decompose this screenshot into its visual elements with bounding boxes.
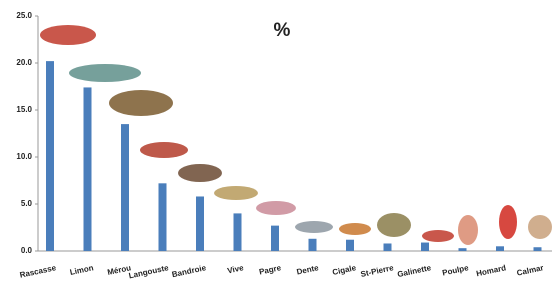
x-tick-label: Bandroie (171, 263, 207, 279)
bar (234, 213, 242, 251)
fish-icon (528, 215, 552, 239)
y-tick-label: 15.0 (16, 105, 32, 114)
x-tick-label: Limon (69, 263, 94, 277)
bar (84, 87, 92, 251)
bar (46, 61, 54, 251)
x-tick-label: Vive (227, 263, 245, 275)
fish-icon (295, 221, 333, 233)
fish-illustrations (40, 25, 552, 245)
x-tick-label: St-Pierre (360, 263, 395, 279)
y-tick-label: 5.0 (21, 199, 33, 208)
y-tick-label: 20.0 (16, 58, 32, 67)
fish-icon (339, 223, 371, 235)
bar (121, 124, 129, 251)
bar (271, 226, 279, 251)
fish-icon (422, 230, 454, 242)
fish-icon (214, 186, 258, 200)
bar (309, 239, 317, 251)
fish-icon (140, 142, 188, 158)
y-tick-label: 10.0 (16, 152, 32, 161)
fish-icon (69, 64, 141, 82)
fish-icon (377, 213, 411, 237)
bar (346, 240, 354, 251)
bar (159, 183, 167, 251)
y-tick-label: 25.0 (16, 11, 32, 20)
fish-icon (178, 164, 222, 182)
x-tick-label: Pagre (258, 263, 282, 277)
x-tick-label: Calmar (516, 263, 544, 277)
fish-icon (40, 25, 96, 45)
x-tick-label: Langouste (128, 263, 170, 280)
bar (196, 196, 204, 251)
fish-icon (256, 201, 296, 215)
bar (459, 248, 467, 251)
x-tick-label: Galinette (396, 263, 432, 279)
bar (534, 247, 542, 251)
x-tick-label: Homard (475, 263, 507, 278)
x-tick-label: Rascasse (19, 263, 58, 280)
x-tick-label: Cigale (331, 263, 357, 277)
fish-icon (499, 205, 517, 239)
bar (421, 243, 429, 251)
x-tick-label: Dente (296, 263, 320, 277)
bar (384, 243, 392, 251)
x-tick-label: Poulpe (441, 263, 469, 277)
bar (496, 246, 504, 251)
chart-title: % (274, 20, 291, 41)
fish-icon (109, 90, 173, 116)
fish-icon (458, 215, 478, 245)
y-tick-label: 0.0 (21, 246, 33, 255)
chart: % 0.05.010.015.020.025.0RascasseLimonMér… (0, 0, 556, 281)
